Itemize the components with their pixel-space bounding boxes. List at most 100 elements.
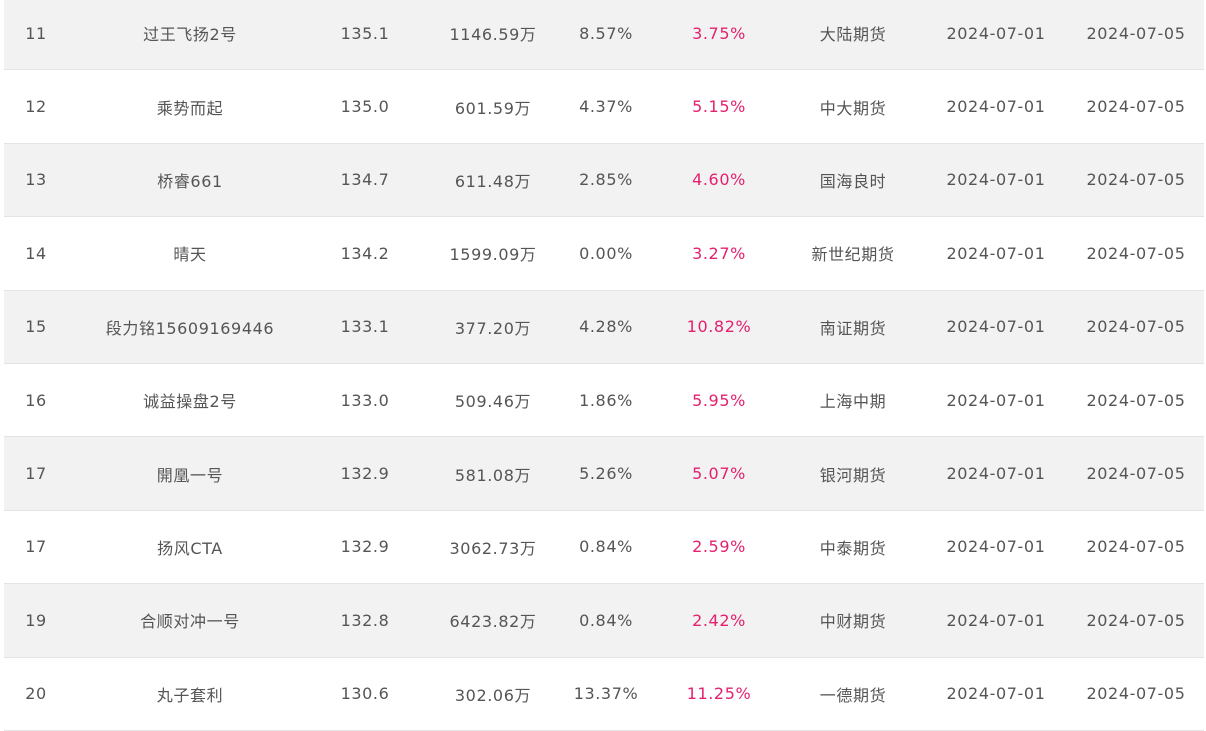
score-cell: 135.0	[340, 97, 390, 117]
broker-cell: 新世纪期货	[811, 245, 895, 265]
name-cell-bg	[84, 70, 296, 143]
start-date-cell: 2024-07-01	[946, 464, 1046, 484]
account-name-cell: 诚益操盘2号	[143, 392, 237, 412]
score-cell: 130.6	[340, 684, 390, 704]
account-name-cell: 丸子套利	[156, 685, 224, 705]
table-row: 17 扬风CTA 132.9 3062.73万 0.84% 2.59% 中泰期货…	[4, 510, 1204, 585]
end-date-cell: 2024-07-05	[1086, 170, 1186, 190]
account-name-cell: 扬风CTA	[157, 538, 223, 558]
table-row: 13 桥睿661 134.7 611.48万 2.85% 4.60% 国海良时 …	[4, 143, 1204, 218]
table-row: 16 诚益操盘2号 133.0 509.46万 1.86% 5.95% 上海中期…	[4, 363, 1204, 438]
asset-cell: 6423.82万	[449, 612, 537, 632]
return-cell: 2.59%	[692, 537, 746, 557]
rank-cell: 16	[25, 390, 47, 410]
broker-cell: 中财期货	[819, 612, 887, 632]
end-date-cell: 2024-07-05	[1086, 464, 1186, 484]
drawdown-cell: 1.86%	[579, 390, 633, 410]
start-date-cell: 2024-07-01	[946, 23, 1046, 43]
name-cell-bg	[84, 143, 296, 217]
table-row: 12 乘势而起 135.0 601.59万 4.37% 5.15% 中大期货 2…	[4, 70, 1204, 144]
end-date-cell: 2024-07-05	[1086, 684, 1186, 704]
broker-cell: 中泰期货	[819, 538, 887, 558]
score-cell: 132.9	[340, 464, 390, 484]
table-row: 14 晴天 134.2 1599.09万 0.00% 3.27% 新世纪期货 2…	[4, 217, 1204, 291]
table-row: 20 丸子套利 130.6 302.06万 13.37% 11.25% 一德期货…	[4, 657, 1204, 731]
broker-cell: 国海良时	[819, 171, 887, 191]
score-cell: 133.1	[340, 317, 390, 337]
rank-cell: 13	[25, 170, 47, 190]
asset-cell: 302.06万	[454, 685, 532, 705]
drawdown-cell: 5.26%	[579, 464, 633, 484]
score-cell: 134.2	[340, 243, 390, 263]
name-cell-bg	[84, 290, 296, 363]
return-cell: 3.75%	[692, 23, 746, 43]
table-row: 15 段力铭15609169446 133.1 377.20万 4.28% 10…	[4, 290, 1204, 364]
name-cell-bg	[84, 657, 296, 730]
score-cell: 132.9	[340, 537, 390, 557]
rank-cell: 17	[25, 464, 47, 484]
name-cell-bg	[84, 437, 296, 510]
asset-cell: 1599.09万	[449, 245, 537, 265]
account-name-cell: 開凰一号	[156, 465, 224, 485]
score-cell: 133.0	[340, 390, 390, 410]
start-date-cell: 2024-07-01	[946, 537, 1046, 557]
start-date-cell: 2024-07-01	[946, 610, 1046, 630]
asset-cell: 509.46万	[454, 392, 532, 412]
start-date-cell: 2024-07-01	[946, 390, 1046, 410]
return-cell: 4.60%	[692, 170, 746, 190]
score-cell: 134.7	[340, 170, 390, 190]
start-date-cell: 2024-07-01	[946, 243, 1046, 263]
drawdown-cell: 0.00%	[579, 243, 633, 263]
table-row: 19 合顺对冲一号 132.8 6423.82万 0.84% 2.42% 中财期…	[4, 584, 1204, 658]
end-date-cell: 2024-07-05	[1086, 97, 1186, 117]
drawdown-cell: 4.28%	[579, 317, 633, 337]
account-name-cell: 合顺对冲一号	[140, 612, 240, 632]
asset-cell: 601.59万	[454, 98, 532, 118]
return-cell: 5.07%	[692, 464, 746, 484]
account-name-cell: 桥睿661	[157, 171, 223, 191]
rank-cell: 19	[25, 610, 47, 630]
account-name-cell: 段力铭15609169446	[105, 318, 275, 338]
start-date-cell: 2024-07-01	[946, 97, 1046, 117]
drawdown-cell: 0.84%	[579, 610, 633, 630]
return-cell: 5.15%	[692, 97, 746, 117]
ranking-table: 11 过王飞扬2号 135.1 1146.59万 8.57% 3.75% 大陆期…	[4, 0, 1204, 731]
name-cell-bg	[84, 217, 296, 290]
broker-cell: 南证期货	[819, 318, 887, 338]
name-cell-bg	[84, 584, 296, 657]
return-cell: 2.42%	[692, 610, 746, 630]
rank-cell: 14	[25, 243, 47, 263]
broker-cell: 银河期货	[819, 465, 887, 485]
end-date-cell: 2024-07-05	[1086, 390, 1186, 410]
account-name-cell: 晴天	[173, 245, 207, 265]
broker-cell: 上海中期	[819, 392, 887, 412]
asset-cell: 1146.59万	[449, 25, 537, 45]
account-name-cell: 过王飞扬2号	[143, 25, 237, 45]
return-cell: 5.95%	[692, 390, 746, 410]
end-date-cell: 2024-07-05	[1086, 23, 1186, 43]
broker-cell: 一德期货	[819, 685, 887, 705]
name-cell-bg	[84, 363, 296, 437]
rank-cell: 11	[25, 23, 47, 43]
asset-cell: 377.20万	[454, 318, 532, 338]
rank-cell: 12	[25, 97, 47, 117]
drawdown-cell: 0.84%	[579, 537, 633, 557]
end-date-cell: 2024-07-05	[1086, 243, 1186, 263]
asset-cell: 581.08万	[454, 465, 532, 485]
drawdown-cell: 8.57%	[579, 23, 633, 43]
rank-cell: 15	[25, 317, 47, 337]
end-date-cell: 2024-07-05	[1086, 610, 1186, 630]
name-cell-bg	[84, 510, 296, 584]
drawdown-cell: 4.37%	[579, 97, 633, 117]
name-cell-bg	[84, 0, 296, 70]
start-date-cell: 2024-07-01	[946, 317, 1046, 337]
start-date-cell: 2024-07-01	[946, 684, 1046, 704]
broker-cell: 中大期货	[819, 98, 887, 118]
start-date-cell: 2024-07-01	[946, 170, 1046, 190]
asset-cell: 611.48万	[454, 171, 532, 191]
return-cell: 10.82%	[686, 317, 752, 337]
rank-cell: 20	[25, 684, 47, 704]
end-date-cell: 2024-07-05	[1086, 317, 1186, 337]
table-row: 17 開凰一号 132.9 581.08万 5.26% 5.07% 银河期货 2…	[4, 437, 1204, 511]
asset-cell: 3062.73万	[449, 538, 537, 558]
